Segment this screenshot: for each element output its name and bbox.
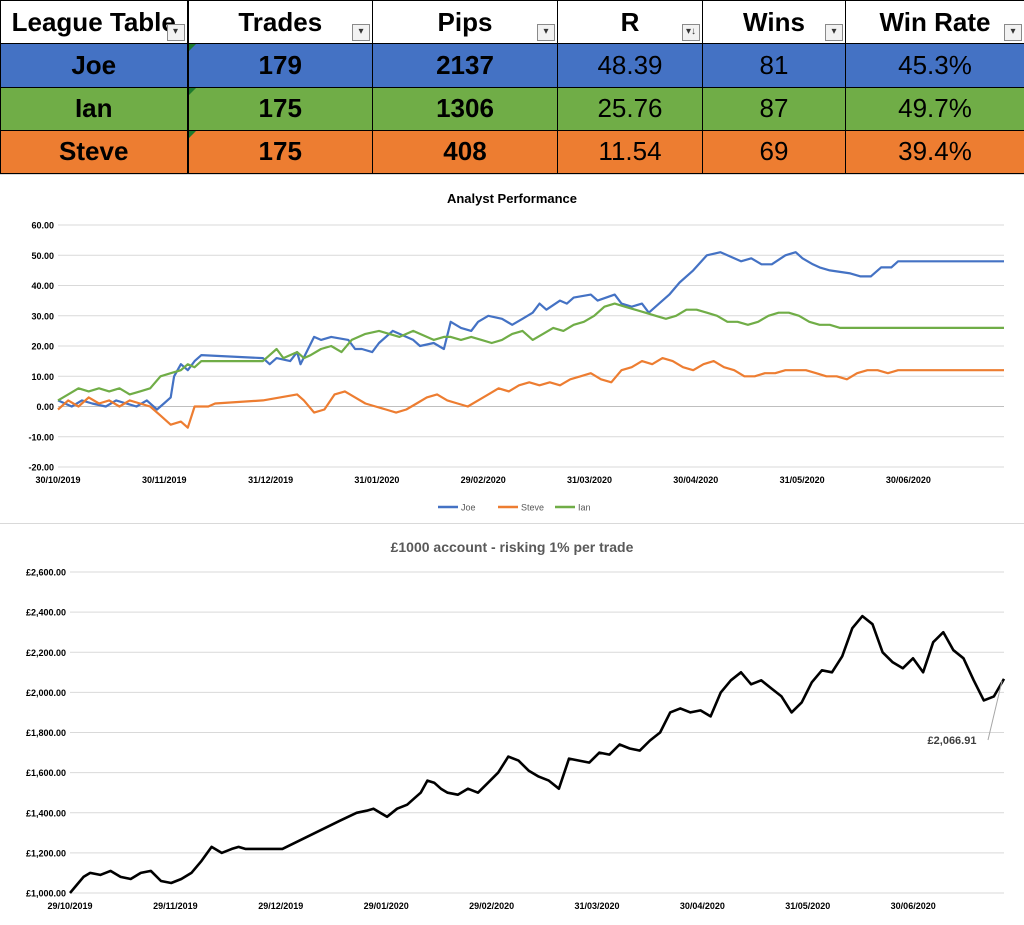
x-tick-label: 30/06/2020 <box>886 475 931 485</box>
error-indicator-icon <box>189 88 196 95</box>
x-tick-label: 31/12/2019 <box>248 475 293 485</box>
x-tick-label: 29/02/2020 <box>461 475 506 485</box>
y-tick-label: 50.00 <box>31 251 54 261</box>
series-line-account[interactable] <box>70 616 1004 893</box>
x-tick-label: 30/04/2020 <box>680 901 725 911</box>
x-tick-label: 29/12/2019 <box>258 901 303 911</box>
header-label: Wins <box>743 7 805 38</box>
y-tick-label: £2,600.00 <box>26 568 66 578</box>
header-trades[interactable]: Trades ▾ <box>188 1 373 44</box>
y-tick-label: £2,400.00 <box>26 608 66 618</box>
cell-win-rate[interactable]: 49.7% <box>846 87 1024 130</box>
legend-label: Steve <box>521 503 544 513</box>
y-tick-label: £1,800.00 <box>26 728 66 738</box>
error-indicator-icon <box>189 44 196 51</box>
table-row: Steve 175 408 11.54 69 39.4% <box>1 130 1024 173</box>
x-tick-label: 30/11/2019 <box>142 475 187 485</box>
y-tick-label: £1,200.00 <box>26 848 66 858</box>
annotation-final-balance: £2,066.91 <box>928 735 977 747</box>
account-balance-chart[interactable]: £1000 account - risking 1% per trade £2,… <box>0 524 1024 920</box>
header-wins[interactable]: Wins ▾ <box>703 1 846 44</box>
x-tick-label: 31/03/2020 <box>574 901 619 911</box>
cell-r[interactable]: 48.39 <box>558 44 703 87</box>
header-pips[interactable]: Pips ▾ <box>373 1 558 44</box>
cell-trades[interactable]: 179 <box>188 44 373 87</box>
legend-label: Ian <box>578 503 591 513</box>
header-row: League Table▾ Trades▾ Pips▾ R▾↓ Wins▾ Wi… <box>1 1 1024 44</box>
y-tick-label: -20.00 <box>28 463 54 473</box>
league-table: League Table▾ Trades▾ Pips▾ R▾↓ Wins▾ Wi… <box>0 0 1024 174</box>
account-balance-svg: £1000 account - risking 1% per trade £2,… <box>0 524 1024 920</box>
cell-name[interactable]: Steve <box>1 130 188 173</box>
header-r[interactable]: R ▾↓ <box>558 1 703 44</box>
y-tick-label: £1,600.00 <box>26 768 66 778</box>
annotation-leader <box>988 681 1002 740</box>
filter-dropdown-icon[interactable]: ▾ <box>352 24 370 41</box>
y-tick-label: £2,200.00 <box>26 648 66 658</box>
cell-win-rate[interactable]: 39.4% <box>846 130 1024 173</box>
y-tick-label: £1,400.00 <box>26 808 66 818</box>
legend-label: Joe <box>461 503 476 513</box>
cell-name[interactable]: Ian <box>1 87 188 130</box>
analyst-performance-svg: Analyst Performance 60.00 50.00 40.00 30.00… <box>0 175 1024 523</box>
series-line-joe[interactable] <box>58 252 1004 409</box>
cell-r[interactable]: 11.54 <box>558 130 703 173</box>
cell-value: 175 <box>259 93 302 123</box>
header-label: R <box>621 7 640 38</box>
header-win-rate[interactable]: Win Rate ▾ <box>846 1 1024 44</box>
series-line-steve[interactable] <box>58 358 1004 428</box>
chart-title: £1000 account - risking 1% per trade <box>391 539 634 555</box>
cell-pips[interactable]: 408 <box>373 130 558 173</box>
y-tick-label: 60.00 <box>31 221 54 231</box>
cell-pips[interactable]: 2137 <box>373 44 558 87</box>
header-league-table[interactable]: League Table▾ <box>1 1 188 44</box>
cell-trades[interactable]: 175 <box>188 130 373 173</box>
header-label: League Table <box>12 7 176 38</box>
cell-pips[interactable]: 1306 <box>373 87 558 130</box>
y-tick-label: -10.00 <box>28 432 54 442</box>
cell-value: 175 <box>259 136 302 166</box>
x-tick-label: 30/06/2020 <box>891 901 936 911</box>
x-tick-label: 31/05/2020 <box>785 901 830 911</box>
cell-trades[interactable]: 175 <box>188 87 373 130</box>
cell-wins[interactable]: 87 <box>703 87 846 130</box>
y-tick-label: 10.00 <box>31 372 54 382</box>
chart-title: Analyst Performance <box>447 191 577 206</box>
y-tick-label: 40.00 <box>31 281 54 291</box>
analyst-performance-chart[interactable]: Analyst Performance 60.00 50.00 40.00 30.00… <box>0 174 1024 524</box>
filter-dropdown-icon[interactable]: ▾ <box>167 24 185 41</box>
y-tick-label: £2,000.00 <box>26 688 66 698</box>
cell-wins[interactable]: 69 <box>703 130 846 173</box>
x-tick-label: 31/01/2020 <box>354 475 399 485</box>
header-label: Win Rate <box>880 7 991 38</box>
y-tick-label: 0.00 <box>36 402 54 412</box>
header-label: Trades <box>238 7 322 38</box>
table-row: Ian 175 1306 25.76 87 49.7% <box>1 87 1024 130</box>
x-tick-label: 29/11/2019 <box>153 901 198 911</box>
sort-descending-icon[interactable]: ▾↓ <box>682 24 700 41</box>
filter-dropdown-icon[interactable]: ▾ <box>825 24 843 41</box>
cell-win-rate[interactable]: 45.3% <box>846 44 1024 87</box>
x-tick-label: 29/01/2020 <box>364 901 409 911</box>
cell-r[interactable]: 25.76 <box>558 87 703 130</box>
x-tick-label: 31/05/2020 <box>780 475 825 485</box>
filter-dropdown-icon[interactable]: ▾ <box>537 24 555 41</box>
table-row: Joe 179 2137 48.39 81 45.3% <box>1 44 1024 87</box>
cell-wins[interactable]: 81 <box>703 44 846 87</box>
cell-value: 179 <box>259 50 302 80</box>
cell-name[interactable]: Joe <box>1 44 188 87</box>
y-tick-label: £1,000.00 <box>26 889 66 899</box>
x-tick-label: 29/02/2020 <box>469 901 514 911</box>
x-tick-label: 29/10/2019 <box>47 901 92 911</box>
y-tick-label: 30.00 <box>31 311 54 321</box>
x-tick-label: 30/10/2019 <box>35 475 80 485</box>
filter-dropdown-icon[interactable]: ▾ <box>1004 24 1022 41</box>
y-tick-label: 20.00 <box>31 342 54 352</box>
x-tick-label: 30/04/2020 <box>673 475 718 485</box>
series-line-ian[interactable] <box>58 304 1004 401</box>
header-label: Pips <box>438 7 493 38</box>
error-indicator-icon <box>189 131 196 138</box>
x-tick-label: 31/03/2020 <box>567 475 612 485</box>
